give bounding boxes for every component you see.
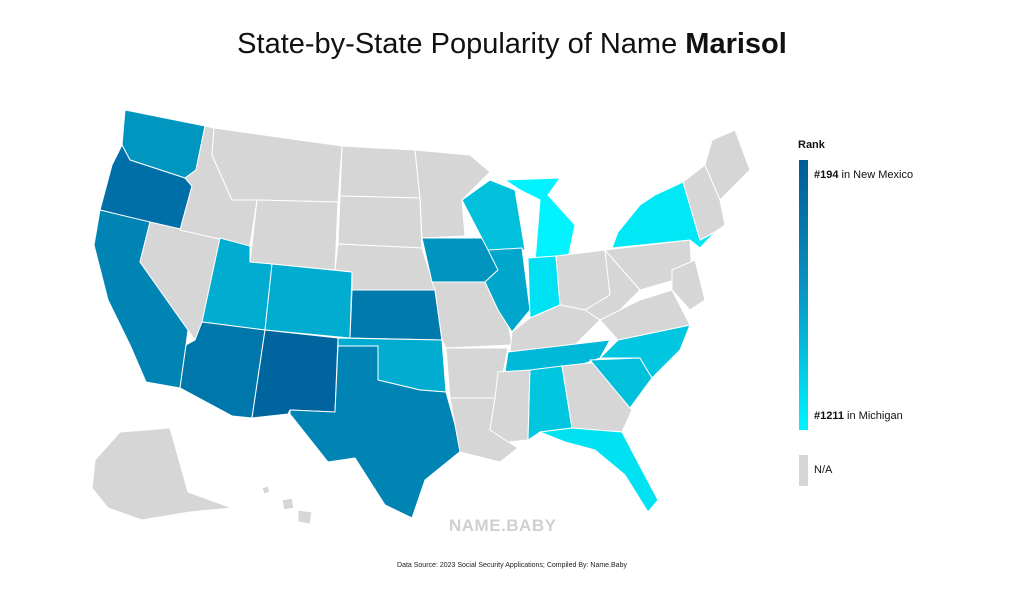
legend-bottom-label: #1211 in Michigan xyxy=(814,410,903,422)
state-minnesota xyxy=(414,149,491,239)
state-kansas xyxy=(349,289,443,341)
state-alaska xyxy=(91,427,233,521)
title-prefix: State-by-State Popularity of Name xyxy=(237,28,678,60)
state-wisconsin xyxy=(461,179,526,251)
state-maine xyxy=(704,129,751,201)
state-north-dakota xyxy=(339,145,421,199)
state-south-dakota xyxy=(337,195,423,249)
state-hawaii xyxy=(261,485,313,525)
watermark-logo: NAME.BABY xyxy=(449,516,557,535)
state-florida xyxy=(539,427,659,513)
state-new-mexico xyxy=(251,329,339,419)
legend-top-state: in New Mexico xyxy=(841,169,914,181)
map-title: State-by-State Popularity of Name Mariso… xyxy=(0,28,1024,61)
state-illinois xyxy=(484,247,531,333)
legend-title: Rank xyxy=(798,139,825,151)
legend-top-label: #194 in New Mexico xyxy=(814,169,913,181)
state-colorado xyxy=(264,263,353,339)
state-montana xyxy=(211,127,343,203)
title-name: Marisol xyxy=(685,28,787,60)
legend-top-rank: #194 xyxy=(814,169,839,181)
legend-na-swatch xyxy=(799,455,808,486)
legend-color-bar xyxy=(799,160,808,430)
legend-na-label: N/A xyxy=(814,464,833,476)
state-wyoming xyxy=(249,199,339,271)
legend-bottom-rank: #1211 xyxy=(814,410,844,422)
data-source-note: Data Source: 2023 Social Security Applic… xyxy=(397,562,627,569)
state-virginia xyxy=(599,289,691,341)
state-texas xyxy=(289,345,463,519)
legend-bottom-state: in Michigan xyxy=(847,410,903,422)
state-mid-atlantic xyxy=(671,259,706,311)
